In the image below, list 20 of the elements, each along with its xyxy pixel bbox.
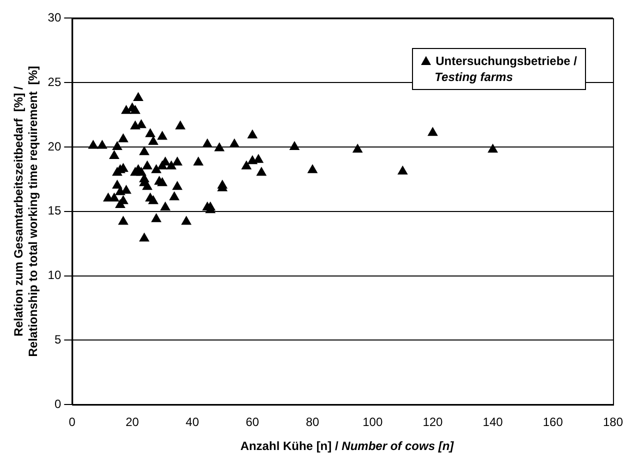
y-axis-title: Relation zum Gesamtarbeitszeitbedarf [%] / Relationship to total working time requirement [%] <box>12 66 40 357</box>
y-tick-label: 25 <box>48 74 62 89</box>
x-tick-label: 180 <box>602 415 624 430</box>
y-tick-label: 30 <box>48 10 62 25</box>
x-tick-label: 100 <box>362 415 383 430</box>
x-tick-label: 20 <box>126 415 140 430</box>
x-tick-label: 0 <box>68 415 76 430</box>
y-tick-label: 5 <box>54 332 62 347</box>
legend-label: Untersuchungsbetriebe / Testing farms <box>434 53 577 85</box>
y-tick-label: 20 <box>48 139 62 154</box>
y-tick-label: 0 <box>54 396 62 411</box>
x-tick-label: 140 <box>482 415 504 430</box>
x-axis-title: Anzahl Kühe [n] / Number of cows [n] <box>239 439 455 453</box>
x-tick-label: 40 <box>186 415 200 430</box>
y-tick-label: 15 <box>48 204 62 218</box>
x-tick-label: 160 <box>542 415 564 430</box>
x-tick-label: 60 <box>246 415 260 430</box>
y-tick-label: 10 <box>48 268 62 282</box>
x-tick-label: 120 <box>422 415 444 430</box>
x-tick-label: 80 <box>306 415 320 430</box>
